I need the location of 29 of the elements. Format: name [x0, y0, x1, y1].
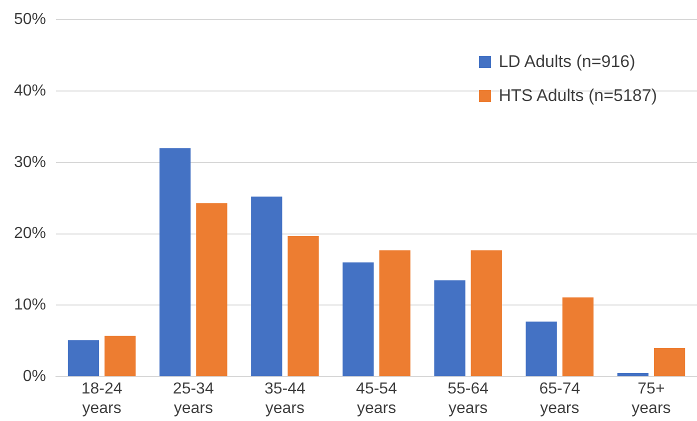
- bar: [196, 203, 228, 376]
- bar: [434, 280, 466, 376]
- bar: [251, 196, 282, 376]
- bar: [159, 148, 191, 376]
- bar: [654, 348, 686, 376]
- y-tick-label: 40%: [14, 82, 46, 100]
- x-tick-label: 25-34 years: [172, 380, 214, 417]
- bar: [104, 336, 136, 376]
- y-tick-label: 30%: [14, 154, 46, 171]
- x-tick-label: 65-74 years: [539, 380, 580, 417]
- legend-label: LD Adults (n=916): [498, 52, 636, 72]
- x-tick-label: 55-64 years: [448, 380, 489, 417]
- bar: [526, 322, 557, 376]
- x-tick-label: 75+ years: [632, 380, 671, 417]
- x-tick-label: 45-54 years: [356, 380, 398, 417]
- bar: [470, 250, 502, 376]
- y-tick-label: 50%: [14, 11, 46, 28]
- bar: [342, 262, 374, 376]
- y-tick-label: 20%: [14, 225, 46, 242]
- bar: [379, 250, 410, 376]
- bar: [562, 297, 594, 376]
- legend-label: HTS Adults (n=5187): [498, 86, 657, 106]
- x-tick-label: 35-44 years: [264, 380, 306, 417]
- y-tick-label: 10%: [14, 296, 46, 314]
- x-tick-label: 18-24 years: [81, 380, 122, 417]
- y-tick-label: 0%: [22, 368, 46, 386]
- bar: [68, 340, 100, 376]
- bar: [288, 236, 319, 376]
- bar: [617, 373, 648, 376]
